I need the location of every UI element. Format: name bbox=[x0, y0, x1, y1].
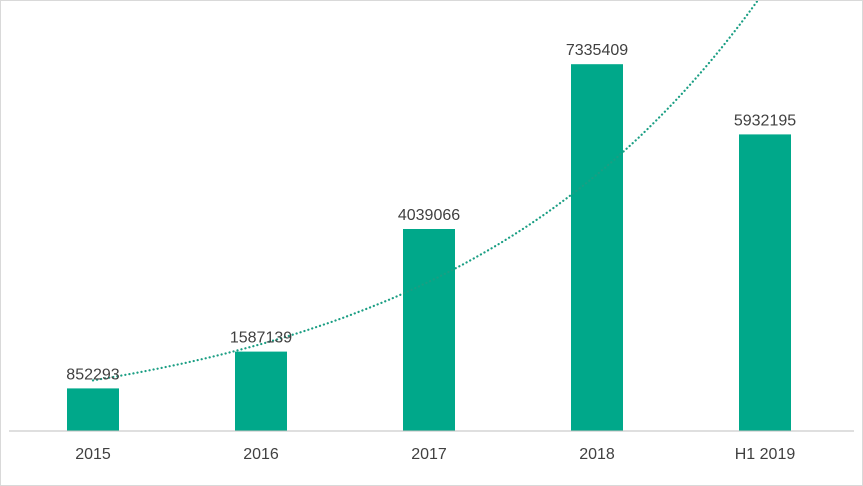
bar-2015 bbox=[67, 388, 119, 431]
x-tick-labels-layer: 2015 2016 2017 2018 H1 2019 bbox=[75, 446, 795, 463]
x-tick-label-2018: 2018 bbox=[579, 446, 615, 463]
x-tick-label-h1-2019: H1 2019 bbox=[735, 446, 796, 463]
x-tick-label-2015: 2015 bbox=[75, 446, 111, 463]
trendline-layer bbox=[91, 1, 759, 382]
bar-2018 bbox=[571, 64, 623, 431]
data-label-2018: 7335409 bbox=[566, 42, 628, 59]
data-label-2016: 1587139 bbox=[230, 330, 292, 347]
data-label-2015: 852293 bbox=[66, 366, 119, 383]
x-tick-label-2017: 2017 bbox=[411, 446, 447, 463]
bars-layer bbox=[67, 64, 791, 431]
bar-2016 bbox=[235, 351, 287, 431]
data-label-2017: 4039066 bbox=[398, 207, 460, 224]
x-tick-label-2016: 2016 bbox=[243, 446, 279, 463]
bar-h1-2019 bbox=[739, 134, 791, 431]
data-label-h1-2019: 5932195 bbox=[734, 112, 796, 129]
exponential-trendline bbox=[91, 1, 759, 382]
bar-2017 bbox=[403, 229, 455, 431]
data-labels-layer: 852293 1587139 4039066 7335409 5932195 bbox=[66, 42, 796, 383]
